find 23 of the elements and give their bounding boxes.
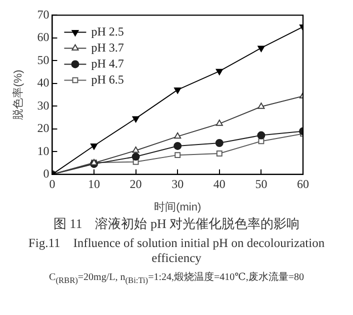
x-tick-label: 10 — [88, 176, 100, 191]
x-axis-title: 时间(min) — [154, 200, 202, 214]
y-tick-label: 20 — [37, 121, 50, 136]
caption: 图 11 溶液初始 pH 对光催化脱色率的影响 — [52, 215, 301, 233]
x-tick-label: 20 — [130, 176, 142, 191]
y-axis-title: 脱色率(%) — [12, 70, 25, 120]
y-tick-label: 40 — [37, 76, 50, 90]
y-tick-label: 70 — [37, 7, 50, 22]
text: C$_{(RBR)}$=20mg/L, n$_{(Bi:Ti)}$=1:24,煅烧温度=410℃,废水流量=80 — [48, 270, 305, 285]
legend-label: pH 2.5 — [91, 24, 124, 38]
caption: Fig.11 Influence of solution initial pH on decolourization efficiency — [27, 236, 326, 266]
y-tick-label: 0 — [43, 166, 50, 181]
x-tick-label: 50 — [255, 176, 268, 191]
y-tick-label: 10 — [37, 144, 50, 158]
y-tick-label: 60 — [37, 30, 50, 44]
legend-label: pH 4.7 — [91, 56, 124, 70]
x-tick-label: 40 — [213, 176, 226, 191]
legend-label: pH 6.5 — [91, 72, 124, 86]
y-tick-label: 30 — [37, 98, 50, 112]
x-tick-label: 60 — [297, 176, 309, 191]
legend-label: pH 3.7 — [91, 40, 124, 54]
y-tick-label: 50 — [37, 52, 50, 67]
x-tick-label: 30 — [172, 176, 184, 191]
